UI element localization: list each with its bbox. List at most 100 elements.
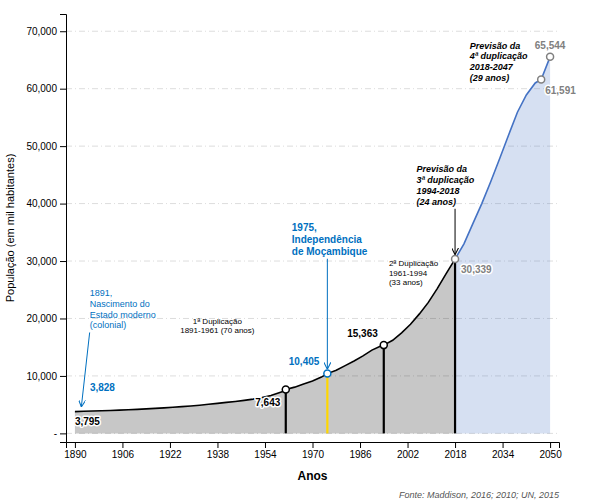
x-tick-label: 1954 <box>254 449 277 460</box>
annotation-text: (24 anos) <box>417 197 457 207</box>
line <box>455 57 550 259</box>
x-tick-mark <box>503 442 504 448</box>
y-tick-label: 40,000 <box>26 198 57 209</box>
x-tick: 1922 <box>159 442 182 460</box>
area <box>75 259 455 433</box>
annotation-text: (29 anos) <box>470 73 510 83</box>
x-tick: 1890 <box>64 442 87 460</box>
y-tick: 30,000 <box>26 256 66 267</box>
y-tick: - <box>54 428 66 439</box>
y-tick-mark <box>60 318 66 319</box>
y-axis-line <box>60 15 67 443</box>
annotation: 1891,Nascimento doEstado moderno(colonia… <box>81 288 155 406</box>
x-tick-mark <box>408 442 409 448</box>
drop-line <box>454 259 456 433</box>
point-marker <box>380 342 387 349</box>
y-axis-title: População (em mil habitantes) <box>4 154 16 303</box>
y-tick-label: 50,000 <box>26 141 57 152</box>
x-tick-mark <box>122 442 123 448</box>
annotation: Previsão da4ª duplicação2018-2047(29 ano… <box>469 41 528 83</box>
y-tick-mark <box>60 31 66 32</box>
x-tick-label: 1986 <box>349 449 372 460</box>
annotation-text: 1994-2018 <box>417 186 460 196</box>
x-tick-mark <box>455 442 456 448</box>
x-tick-label: 1890 <box>64 449 87 460</box>
value-label: 3,828 <box>90 382 115 393</box>
x-tick: 2002 <box>397 442 420 460</box>
annotation-text: 3ª duplicação <box>417 175 475 185</box>
x-tick-label: 1906 <box>112 449 135 460</box>
annotation-text: 1ª Duplicação <box>193 317 243 326</box>
y-tick-label: - <box>54 428 57 439</box>
annotation-text: 1891, <box>90 288 113 298</box>
annotation-text: (33 anos) <box>389 278 423 287</box>
annotation-text: Previsão da <box>470 41 521 51</box>
value-label: 10,405 <box>289 356 320 367</box>
x-tick-label: 1922 <box>159 449 182 460</box>
y-tick: 10,000 <box>26 371 66 382</box>
x-tick-mark <box>217 442 218 448</box>
y-tick-mark <box>60 146 66 147</box>
line <box>75 259 455 411</box>
annotation-text: Previsão da <box>417 164 468 174</box>
point-marker <box>538 76 545 83</box>
grid-line <box>66 88 559 89</box>
annotation-arrow <box>327 259 328 369</box>
drop-line <box>285 389 287 433</box>
annotation-text: Independência <box>292 234 362 245</box>
value-label: 15,363 <box>347 328 378 339</box>
annotation-text: 2018-2047 <box>469 62 514 72</box>
x-tick: 1970 <box>302 442 325 460</box>
annotation-text: 1961-1994 <box>389 269 428 278</box>
point-marker <box>282 386 289 393</box>
annotation-arrow <box>81 332 89 406</box>
x-tick-mark <box>360 442 361 448</box>
annotation-text: Nascimento do <box>90 299 150 309</box>
annotation: Previsão da3ª duplicação1994-2018(24 ano… <box>417 164 475 254</box>
plot: 1890190619221938195419701986200220182034… <box>4 15 576 501</box>
y-tick-label: 30,000 <box>26 256 57 267</box>
chart: 1890190619221938195419701986200220182034… <box>0 0 593 504</box>
annotation: 1ª Duplicação1891-1961 (70 anos) <box>180 317 255 336</box>
x-tick-mark <box>550 442 551 448</box>
point-marker <box>547 53 554 60</box>
x-axis-line <box>67 443 560 449</box>
annotation-arrow <box>455 209 456 254</box>
y-tick-label: 20,000 <box>26 313 57 324</box>
area <box>455 57 550 434</box>
x-tick-mark <box>313 442 314 448</box>
x-tick-mark <box>170 442 171 448</box>
drop-line <box>326 374 328 434</box>
marks <box>75 53 554 433</box>
y-tick-mark <box>60 204 66 205</box>
x-tick-label: 2050 <box>539 449 562 460</box>
x-tick: 2050 <box>539 442 562 460</box>
annotation: 2ª Duplicação1961-1994(33 anos) <box>389 259 439 287</box>
x-tick: 2034 <box>492 442 515 460</box>
value-label: 7,643 <box>255 397 280 408</box>
x-tick: 1906 <box>112 442 135 460</box>
y-tick: 70,000 <box>26 26 66 37</box>
grid <box>66 31 559 433</box>
x-tick-mark <box>265 442 266 448</box>
y-tick: 50,000 <box>26 141 66 152</box>
y-tick-mark <box>60 433 66 434</box>
annotation: 1975,Independênciade Moçambique <box>292 222 368 369</box>
y-tick: 60,000 <box>26 83 66 94</box>
x-tick-label: 2002 <box>397 449 420 460</box>
y-tick: 20,000 <box>26 313 66 324</box>
annotation-text: Estado moderno <box>90 310 156 320</box>
grid-line <box>66 31 559 32</box>
y-tick-mark <box>60 261 66 262</box>
x-axis: 1890190619221938195419701986200220182034… <box>64 442 562 460</box>
value-label: 30,339 <box>461 264 492 275</box>
point-marker <box>452 256 459 263</box>
value-label: 3,795 <box>75 416 100 427</box>
y-tick: 40,000 <box>26 198 66 209</box>
y-tick-label: 70,000 <box>26 26 57 37</box>
x-tick: 1986 <box>349 442 372 460</box>
x-axis-title: Anos <box>298 469 328 483</box>
annotation-text: (colonial) <box>90 320 127 330</box>
y-tick-mark <box>60 376 66 377</box>
annotations: 1891,Nascimento doEstado moderno(colonia… <box>81 41 528 407</box>
